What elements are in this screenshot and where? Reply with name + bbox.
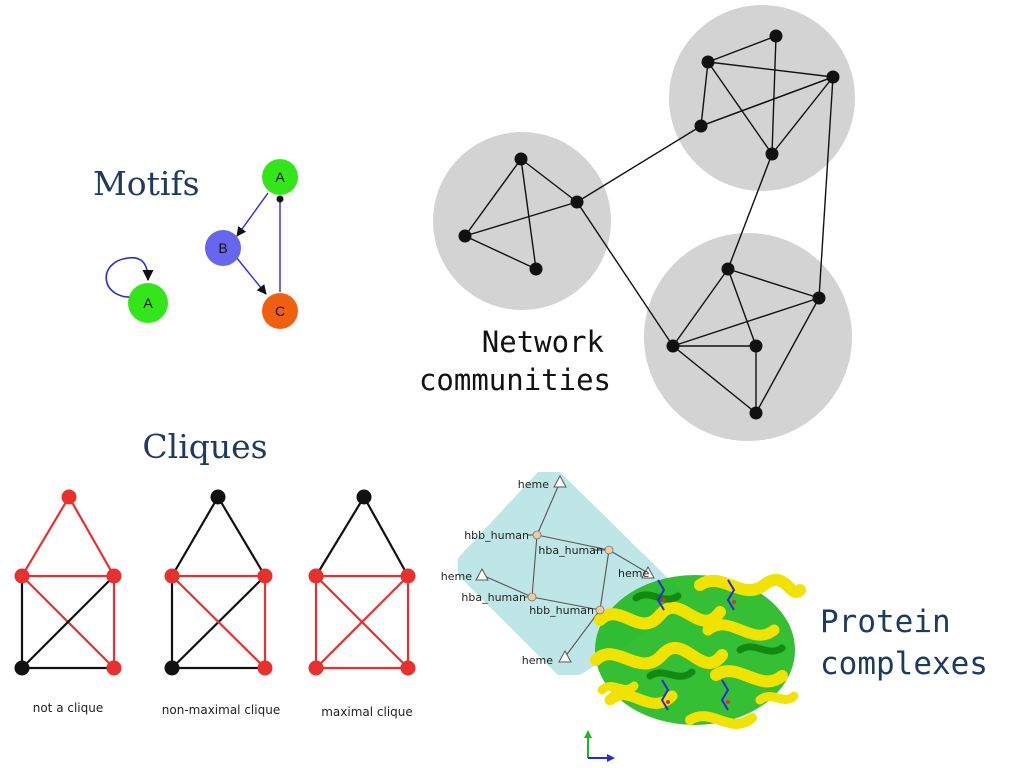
motif-node-c (262, 293, 298, 329)
motif-edge-a-b (236, 192, 269, 237)
cliques-title: Cliques (142, 427, 267, 466)
clique-not-a-clique (14, 489, 122, 676)
community-node (701, 55, 715, 69)
protein-title-line2: complexes (820, 646, 988, 682)
community-left (433, 132, 611, 310)
clique-caption-2: non-maximal clique (162, 703, 280, 717)
community-top (669, 5, 855, 191)
communities-title-line1: Network (482, 325, 605, 359)
clique-caption-3: maximal clique (321, 705, 413, 719)
motif-node-a (262, 159, 298, 195)
motif-node-a-self-label: A (143, 295, 153, 311)
community-node (694, 119, 708, 133)
self-loop-edge (105, 256, 154, 298)
motif-edge-b-c (235, 256, 267, 295)
complex-label-heme-left: heme (441, 570, 472, 583)
protein-panel: heme hbb_human hba_human heme hba_human … (441, 472, 988, 762)
community-edges (464, 35, 834, 414)
community-node (666, 339, 680, 353)
protein-structure-image (590, 574, 806, 729)
communities-title-line2: communities (419, 363, 611, 397)
community-node (570, 195, 584, 209)
community-node (749, 406, 763, 420)
communities-panel: Network communities (419, 5, 855, 441)
motif-node-a-label: A (275, 169, 285, 185)
motifs-panel: Motifs A A B C (93, 159, 298, 329)
community-node (458, 229, 472, 243)
cliques-panel: Cliques not a clique (14, 427, 416, 719)
complex-label-heme-right: heme (618, 567, 649, 580)
complex-label-heme-bottom: heme (522, 654, 553, 667)
complex-label-hba-1: hba_human (538, 544, 603, 557)
motif-node-a-self (128, 283, 168, 323)
complex-label-hba-2: hba_human (461, 591, 526, 604)
motif-node-b (205, 230, 241, 266)
motif-node-b-label: B (218, 240, 227, 256)
motif-edge-c-a-end (276, 195, 284, 203)
community-node (812, 291, 826, 305)
community-nodes (458, 29, 840, 420)
community-node (749, 339, 763, 353)
community-node (721, 262, 735, 276)
protein-title-line1: Protein (820, 604, 951, 640)
complex-nodes (475, 474, 655, 663)
complex-label-heme-top: heme (518, 478, 549, 491)
community-node (765, 147, 779, 161)
clique-non-maximal (164, 489, 273, 676)
motif-node-c-label: C (275, 303, 285, 319)
complex-label-hbb-2: hbb_human (529, 604, 594, 617)
community-node (769, 29, 783, 43)
clique-maximal (308, 489, 416, 676)
community-node (514, 152, 528, 166)
community-node (529, 262, 543, 276)
motifs-title: Motifs (93, 164, 200, 203)
community-bottom (644, 233, 852, 441)
clique-caption-1: not a clique (33, 701, 104, 715)
complex-label-hbb-1: hbb_human (464, 529, 529, 542)
community-node (826, 70, 840, 84)
axis-indicator-icon (584, 730, 615, 762)
complex-edges (481, 481, 649, 658)
